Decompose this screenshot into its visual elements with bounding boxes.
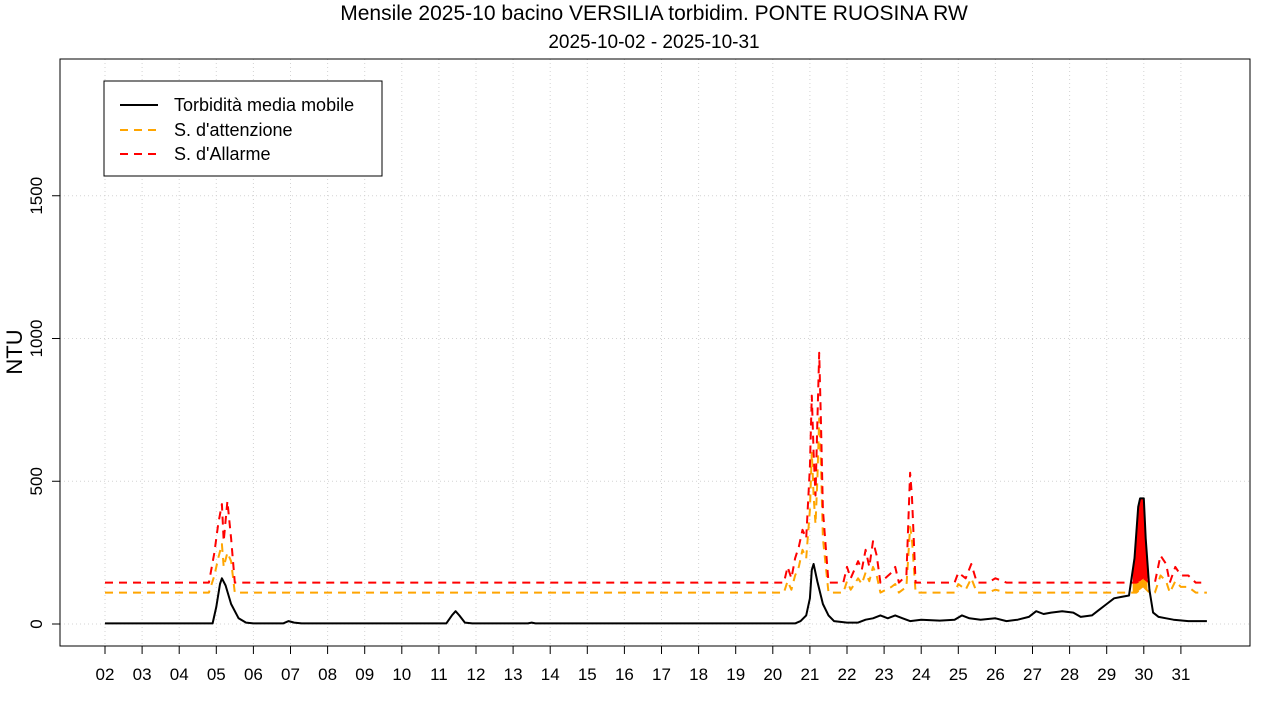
y-tick-label: 0 [27, 619, 46, 628]
y-axis: 0 500 1000 1500 [27, 177, 61, 629]
attention-threshold-line [105, 417, 1207, 594]
x-tick-label: 16 [615, 665, 634, 684]
attention-exceedance-area [1132, 578, 1148, 593]
legend-label-alarm: S. d'Allarme [174, 144, 270, 164]
y-tick-label: 1500 [27, 177, 46, 215]
x-tick-label: 19 [726, 665, 745, 684]
x-tick-label: 25 [949, 665, 968, 684]
x-tick-label: 30 [1134, 665, 1153, 684]
y-axis-title: NTU [2, 329, 27, 374]
x-tick-label: 13 [504, 665, 523, 684]
x-tick-label: 04 [170, 665, 189, 684]
x-tick-label: 29 [1097, 665, 1116, 684]
legend-label-attention: S. d'attenzione [174, 120, 293, 140]
x-tick-label: 10 [392, 665, 411, 684]
legend-box [103, 80, 383, 177]
x-tick-label: 20 [763, 665, 782, 684]
x-tick-label: 14 [541, 665, 560, 684]
y-tick-label: 500 [27, 467, 46, 495]
x-tick-label: 24 [912, 665, 931, 684]
x-tick-label: 21 [800, 665, 819, 684]
x-tick-label: 27 [1023, 665, 1042, 684]
x-tick-label: 26 [986, 665, 1005, 684]
x-tick-label: 02 [96, 665, 115, 684]
x-tick-label: 15 [578, 665, 597, 684]
turbidity-line [105, 497, 1207, 625]
x-axis: 02 03 04 05 06 07 08 09 10 11 12 13 14 15 16 17 18 19 20 21… [96, 645, 1190, 684]
x-tick-label: 05 [207, 665, 226, 684]
legend: Torbidità media mobile S. d'attenzione S… [103, 80, 383, 177]
x-tick-label: 03 [133, 665, 152, 684]
x-tick-label: 07 [281, 665, 300, 684]
x-tick-label: 17 [652, 665, 671, 684]
legend-label-turbidity: Torbidità media mobile [174, 95, 354, 115]
series-lines [105, 351, 1207, 625]
chart-subtitle: 2025-10-02 - 2025-10-31 [548, 32, 759, 53]
x-tick-label: 06 [244, 665, 263, 684]
y-tick-label: 1000 [27, 320, 46, 358]
x-tick-label: 28 [1060, 665, 1079, 684]
x-tick-label: 12 [467, 665, 486, 684]
x-tick-label: 11 [430, 665, 448, 684]
alarm-threshold-line [105, 351, 1207, 584]
x-tick-label: 18 [689, 665, 708, 684]
x-tick-label: 22 [838, 665, 857, 684]
x-tick-label: 09 [355, 665, 374, 684]
x-tick-label: 31 [1171, 665, 1190, 684]
x-tick-label: 08 [318, 665, 337, 684]
chart-title: Mensile 2025-10 bacino VERSILIA torbidim… [340, 2, 968, 25]
x-tick-label: 23 [875, 665, 894, 684]
